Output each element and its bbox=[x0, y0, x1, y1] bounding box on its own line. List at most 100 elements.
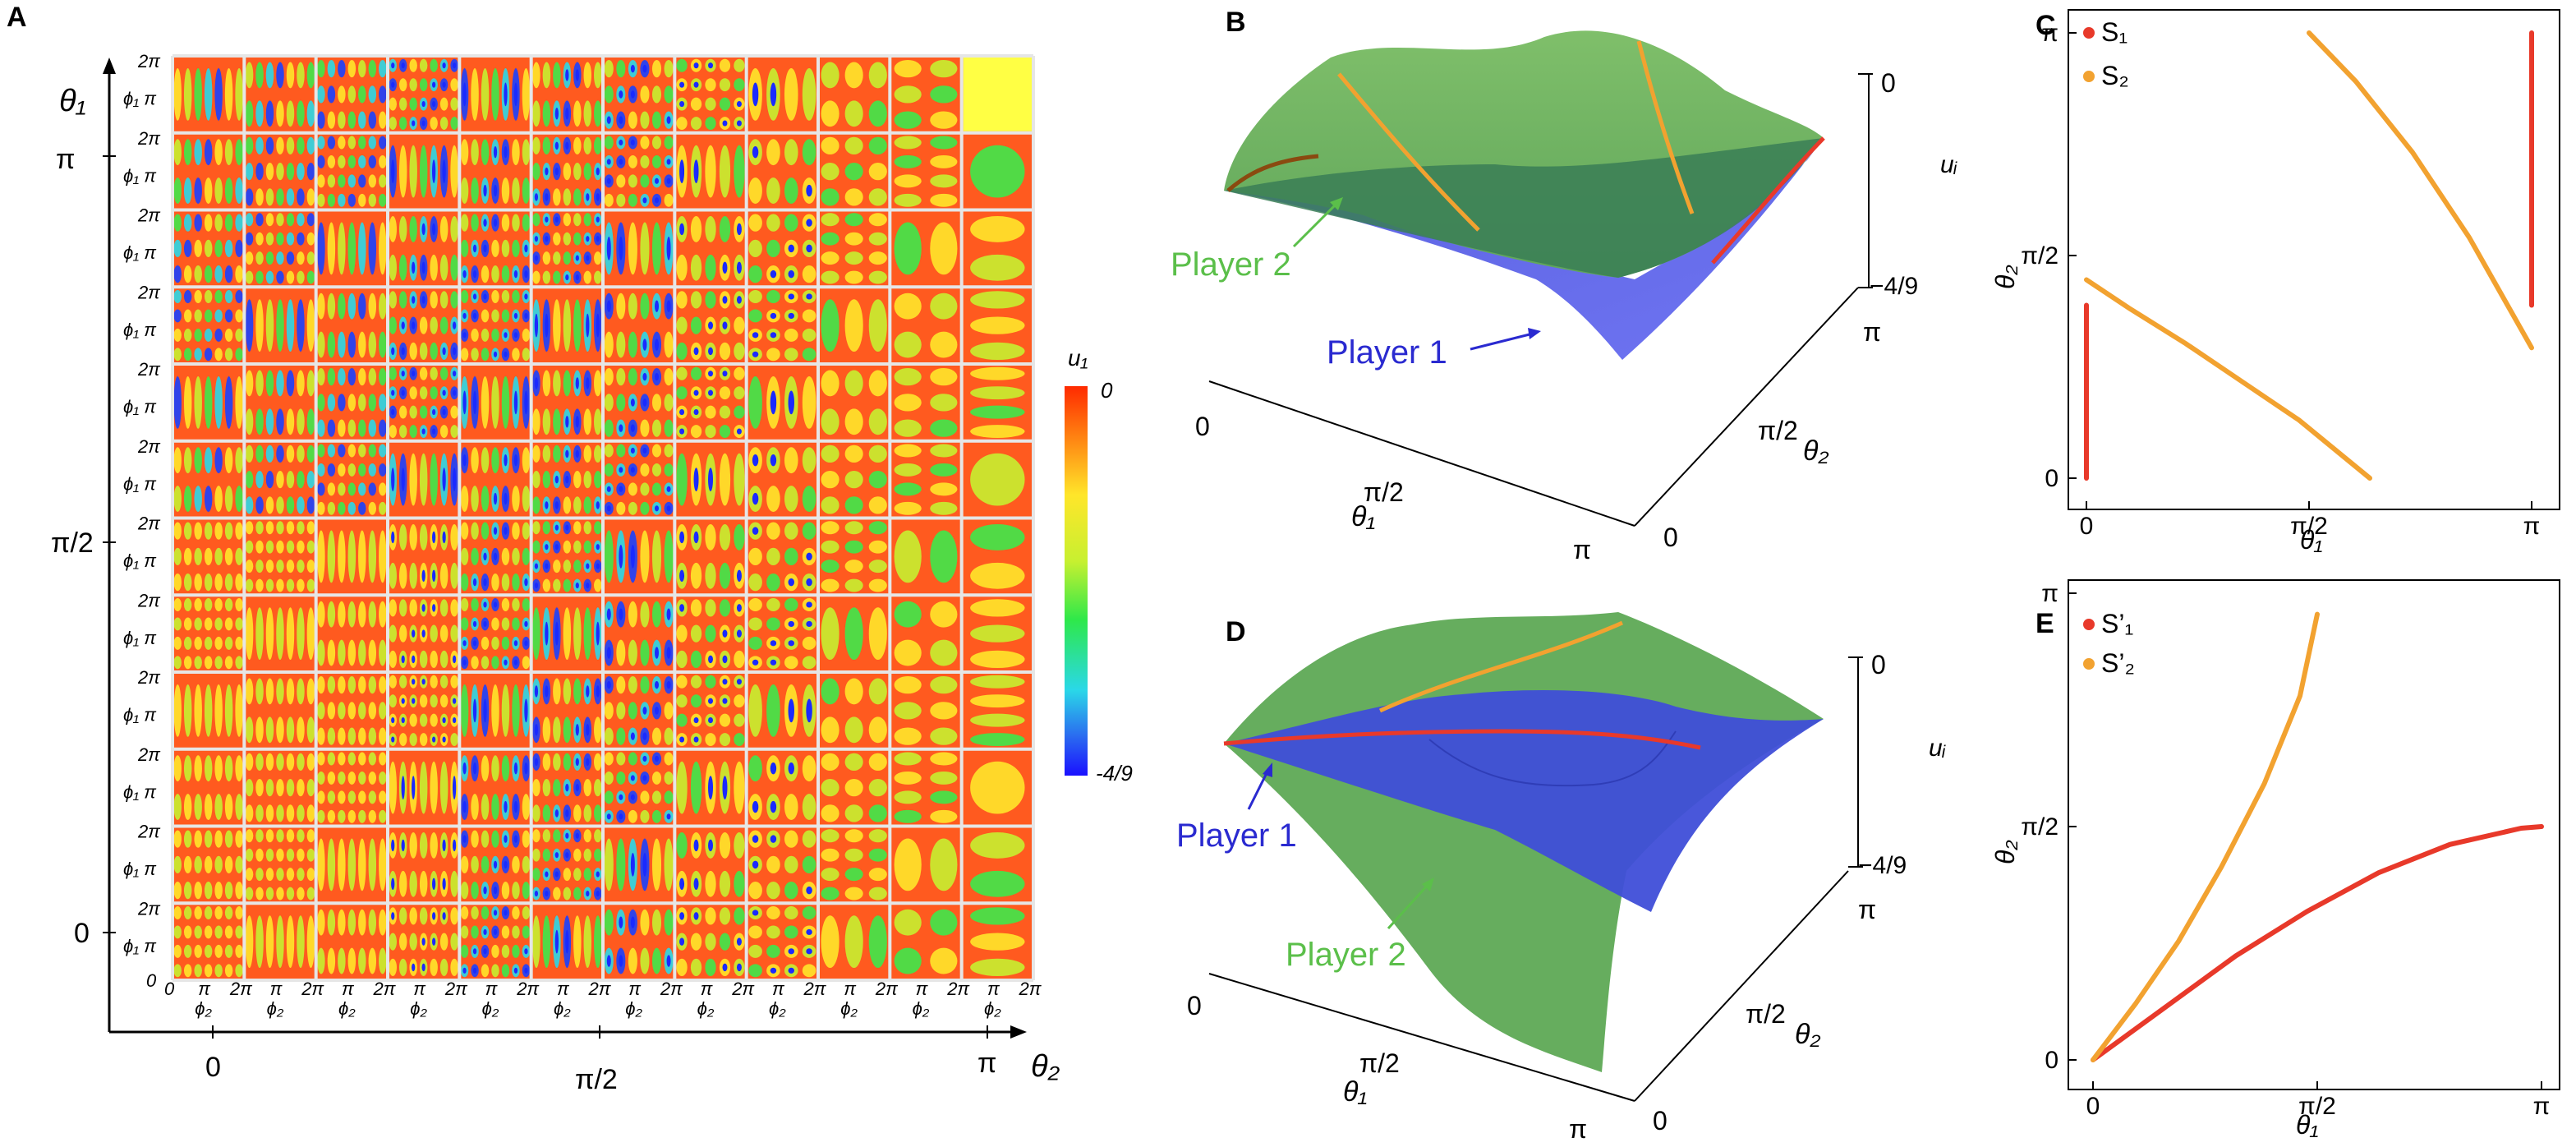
heatmap-cell bbox=[821, 521, 887, 592]
heatmap-cell bbox=[970, 366, 1025, 438]
heatmap-cell bbox=[317, 838, 387, 891]
y-tick-label: π/2 bbox=[2021, 242, 2058, 269]
heatmap-cell bbox=[532, 213, 602, 284]
heatmap-cell bbox=[245, 753, 315, 822]
heatmap-cell bbox=[748, 906, 816, 978]
heatmap-cell bbox=[389, 145, 458, 198]
heatmap-cell bbox=[963, 58, 1032, 131]
heatmap-cell bbox=[532, 370, 602, 435]
x-tick-label: π/2 bbox=[2290, 513, 2328, 540]
sub-y-label-phi1: ϕ₁ π bbox=[123, 89, 157, 109]
heatmap-cell bbox=[748, 214, 816, 283]
sub-x-label-2pi: 2π bbox=[444, 979, 468, 999]
heatmap-cell bbox=[460, 684, 531, 737]
heatmap-cell bbox=[604, 909, 674, 974]
b-x-tick-pi2: π/2 bbox=[1364, 477, 1404, 507]
heatmap-cell bbox=[532, 521, 602, 592]
series-line bbox=[2091, 611, 2320, 1062]
sub-y-label-2pi: 2π bbox=[137, 744, 161, 765]
c-legend-s1: S₁ bbox=[2101, 17, 2128, 47]
heatmap-cell bbox=[389, 675, 458, 746]
d-player1-surface bbox=[1224, 690, 1824, 912]
b-inner-surface bbox=[1224, 138, 1824, 278]
c-x-label: θ₁ bbox=[2300, 525, 2322, 555]
heatmap-cell bbox=[676, 907, 745, 976]
sub-y-label-2pi: 2π bbox=[137, 898, 161, 919]
a-y-arrow bbox=[103, 58, 116, 74]
heatmap-cell bbox=[894, 60, 958, 129]
sub-x-label-2pi: 2π bbox=[946, 979, 970, 999]
sub-x-label-2pi: 2π bbox=[1019, 979, 1042, 999]
b-x-label: θ₁ bbox=[1351, 501, 1375, 532]
heatmap-cell bbox=[389, 216, 458, 281]
heatmap-cell bbox=[970, 761, 1025, 814]
heatmap-cell bbox=[970, 216, 1025, 281]
b-y-axis bbox=[1634, 287, 1859, 527]
sub-x-label-phi2: ϕ₂ bbox=[769, 998, 786, 1019]
panel-a: A θ₁ θ₂ π π/2 0 0 π/2 π 2π ϕ₁ π 2π ϕ₁ π 2π ϕ₁… bbox=[7, 2, 1133, 1095]
sub-x-label-2pi: 2π bbox=[301, 979, 324, 999]
d-player2-label: Player 2 bbox=[1286, 937, 1406, 973]
heatmap-cell bbox=[748, 598, 816, 670]
heatmap-cell bbox=[676, 675, 745, 746]
sub-x-label-2pi: 2π bbox=[803, 979, 827, 999]
c-frame bbox=[2068, 9, 2560, 510]
heatmap-cell bbox=[604, 222, 674, 275]
heatmap-cell bbox=[894, 909, 958, 974]
colorbar-top-label: 0 bbox=[1101, 378, 1113, 403]
sub-x-label-pi: π bbox=[701, 979, 714, 999]
panel-label-b: B bbox=[1226, 7, 1246, 38]
a-x-tick-0: 0 bbox=[205, 1052, 221, 1083]
heatmap-cell bbox=[894, 368, 958, 437]
heatmap-cell bbox=[532, 915, 602, 968]
heatmap-cell bbox=[894, 838, 958, 891]
panel-c: C 00 π/2 π/2 π π S₁ S₂ θ₂ θ₁ bbox=[1990, 9, 2560, 555]
heatmap-cell bbox=[317, 909, 387, 974]
e-plot-area: 0 0 π/2 π/2 π π bbox=[2021, 580, 2550, 1120]
c-legend: S₁ S₂ bbox=[2083, 17, 2129, 90]
sub-x-label-phi2: ϕ₂ bbox=[625, 998, 642, 1019]
y-tick-label: 0 bbox=[2045, 465, 2058, 492]
heatmap-cell bbox=[676, 599, 745, 668]
sub-x-label-pi: π bbox=[628, 979, 642, 999]
sub-y-label-phi1: ϕ₁ π bbox=[123, 473, 157, 494]
heatmap-cell bbox=[389, 761, 458, 814]
heatmap-cell bbox=[389, 366, 458, 438]
heatmap-cell bbox=[173, 598, 243, 670]
c-plot-area: 00 π/2 π/2 π π bbox=[2021, 20, 2540, 540]
e-frame bbox=[2068, 579, 2560, 1090]
heatmap-cell bbox=[821, 915, 887, 968]
sub-x-label-2pi: 2π bbox=[875, 979, 899, 999]
heatmap-cell bbox=[245, 521, 315, 592]
heatmap-cell bbox=[317, 444, 387, 515]
d-x-tick-pi: π bbox=[1569, 1114, 1587, 1144]
b-player1-label: Player 1 bbox=[1327, 334, 1447, 371]
d-y-tick-0: 0 bbox=[1653, 1106, 1668, 1135]
y-tick-label: π/2 bbox=[2021, 813, 2058, 841]
y-tick-label: π bbox=[2041, 20, 2058, 47]
a-x-axis-label: θ₂ bbox=[1031, 1049, 1060, 1084]
d-z-bottom: −4/9 bbox=[1858, 852, 1907, 879]
colorbar-label: u₁ bbox=[1068, 345, 1088, 371]
heatmap-cell bbox=[604, 136, 674, 207]
heatmap-cell bbox=[389, 291, 458, 360]
heatmap-cell bbox=[821, 62, 887, 127]
colorbar bbox=[1065, 386, 1088, 776]
heatmap-cell bbox=[604, 530, 674, 583]
a-y-axis-label: θ₁ bbox=[59, 84, 86, 118]
x-tick-label: π/2 bbox=[2298, 1093, 2336, 1120]
heatmap-grid bbox=[171, 54, 1035, 982]
a-x-arrow bbox=[1010, 1025, 1027, 1039]
heatmap-cell bbox=[970, 907, 1025, 976]
sub-y-label-2pi: 2π bbox=[137, 51, 161, 71]
d-player1-label: Player 1 bbox=[1176, 818, 1297, 854]
heatmap-cell bbox=[970, 675, 1025, 746]
heatmap-cell bbox=[676, 58, 745, 130]
heatmap-cell bbox=[821, 678, 887, 744]
heatmap-cell bbox=[894, 752, 958, 823]
a-y-tick-pi: π bbox=[56, 144, 75, 175]
heatmap-cell bbox=[676, 453, 745, 506]
heatmap-cell bbox=[894, 676, 958, 745]
heatmap-cell bbox=[532, 607, 602, 660]
heatmap-cell bbox=[894, 136, 958, 207]
